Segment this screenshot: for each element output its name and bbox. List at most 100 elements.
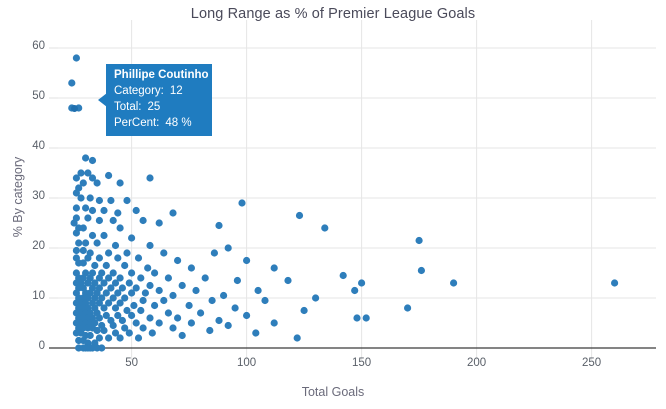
scatter-point[interactable] [79, 224, 87, 232]
scatter-point[interactable] [611, 279, 619, 287]
scatter-point[interactable] [72, 246, 80, 255]
scatter-point[interactable] [151, 301, 159, 310]
scatter-point[interactable] [105, 249, 113, 257]
scatter-point[interactable] [77, 169, 85, 177]
scatter-point[interactable] [79, 259, 87, 267]
scatter-point[interactable] [160, 296, 168, 305]
scatter-point[interactable] [137, 274, 145, 282]
scatter-point[interactable] [93, 239, 101, 247]
scatter-point[interactable] [109, 321, 117, 330]
scatter-point[interactable] [295, 211, 304, 220]
highlighted-point[interactable] [70, 104, 78, 112]
scatter-point[interactable] [254, 286, 262, 295]
scatter-point[interactable] [123, 306, 131, 315]
scatter-point[interactable] [77, 194, 85, 202]
scatter-point[interactable] [132, 206, 140, 215]
scatter-point[interactable] [88, 156, 97, 165]
scatter-point[interactable] [415, 236, 423, 245]
scatter-point[interactable] [100, 326, 108, 335]
scatter-point[interactable] [102, 261, 110, 270]
scatter-point[interactable] [114, 289, 122, 297]
scatter-point[interactable] [215, 221, 223, 230]
scatter-point[interactable] [72, 54, 80, 62]
scatter-point[interactable] [118, 284, 126, 292]
scatter-point[interactable] [353, 314, 361, 322]
scatter-point[interactable] [79, 246, 87, 255]
scatter-point[interactable] [95, 334, 103, 342]
scatter-point[interactable] [201, 274, 209, 282]
scatter-point[interactable] [339, 271, 347, 280]
scatter-point[interactable] [88, 231, 97, 240]
scatter-point[interactable] [95, 216, 103, 225]
scatter-point[interactable] [270, 264, 278, 272]
scatter-point[interactable] [86, 194, 94, 202]
scatter-point[interactable] [187, 264, 195, 272]
scatter-point[interactable] [164, 309, 172, 317]
scatter-point[interactable] [137, 306, 145, 315]
scatter-point[interactable] [185, 301, 193, 310]
scatter-point[interactable] [88, 174, 97, 182]
scatter-point[interactable] [238, 199, 246, 207]
scatter-point[interactable] [98, 344, 106, 352]
scatter-point[interactable] [139, 216, 147, 225]
scatter-point[interactable] [231, 304, 239, 312]
scatter-point[interactable] [178, 281, 186, 290]
scatter-point[interactable] [128, 269, 136, 277]
scatter-point[interactable] [224, 244, 232, 252]
scatter-point[interactable] [220, 291, 228, 300]
scatter-point[interactable] [111, 329, 120, 337]
scatter-point[interactable] [100, 304, 108, 312]
scatter-point[interactable] [111, 241, 120, 250]
scatter-point[interactable] [111, 304, 120, 312]
scatter-point[interactable] [116, 274, 124, 282]
scatter-point[interactable] [233, 276, 241, 285]
scatter-point[interactable] [79, 179, 87, 187]
scatter-point[interactable] [210, 249, 218, 257]
scatter-point[interactable] [155, 319, 163, 327]
scatter-point[interactable] [128, 311, 136, 320]
scatter-point[interactable] [82, 154, 90, 162]
scatter-point[interactable] [123, 249, 131, 257]
scatter-point[interactable] [84, 169, 92, 177]
scatter-point[interactable] [169, 324, 177, 332]
scatter-point[interactable] [82, 204, 90, 212]
scatter-point[interactable] [284, 276, 292, 285]
scatter-point[interactable] [105, 171, 113, 180]
scatter-point[interactable] [123, 196, 131, 205]
scatter-point[interactable] [134, 334, 143, 342]
scatter-point[interactable] [130, 301, 138, 310]
scatter-point[interactable] [146, 174, 154, 182]
scatter-point[interactable] [114, 254, 122, 262]
scatter-point[interactable] [86, 331, 94, 340]
scatter-point[interactable] [243, 256, 251, 265]
scatter-point[interactable] [109, 269, 117, 277]
scatter-point[interactable] [95, 196, 103, 205]
scatter-point[interactable] [95, 274, 103, 282]
scatter-point[interactable] [155, 219, 163, 227]
scatter-point[interactable] [116, 334, 124, 342]
scatter-point[interactable] [128, 289, 136, 297]
scatter-point[interactable] [450, 279, 458, 287]
scatter-point[interactable] [155, 286, 163, 295]
scatter-point[interactable] [215, 316, 223, 325]
scatter-point[interactable] [243, 311, 251, 320]
scatter-point[interactable] [169, 291, 177, 300]
scatter-point[interactable] [139, 296, 147, 305]
scatter-point[interactable] [84, 214, 92, 222]
scatter-point[interactable] [146, 281, 154, 290]
scatter-point[interactable] [105, 334, 113, 342]
scatter-point[interactable] [151, 269, 159, 277]
scatter-point[interactable] [82, 239, 90, 247]
scatter-point[interactable] [164, 274, 172, 282]
scatter-point[interactable] [100, 279, 108, 287]
scatter-point[interactable] [93, 179, 101, 187]
scatter-point[interactable] [134, 254, 143, 262]
scatter-point[interactable] [174, 314, 182, 322]
scatter-point[interactable] [95, 254, 103, 262]
scatter-point[interactable] [139, 324, 147, 332]
scatter-point[interactable] [146, 241, 154, 250]
scatter-point[interactable] [300, 306, 308, 315]
scatter-point[interactable] [148, 329, 156, 337]
scatter-point[interactable] [125, 279, 133, 287]
scatter-point[interactable] [109, 216, 117, 225]
